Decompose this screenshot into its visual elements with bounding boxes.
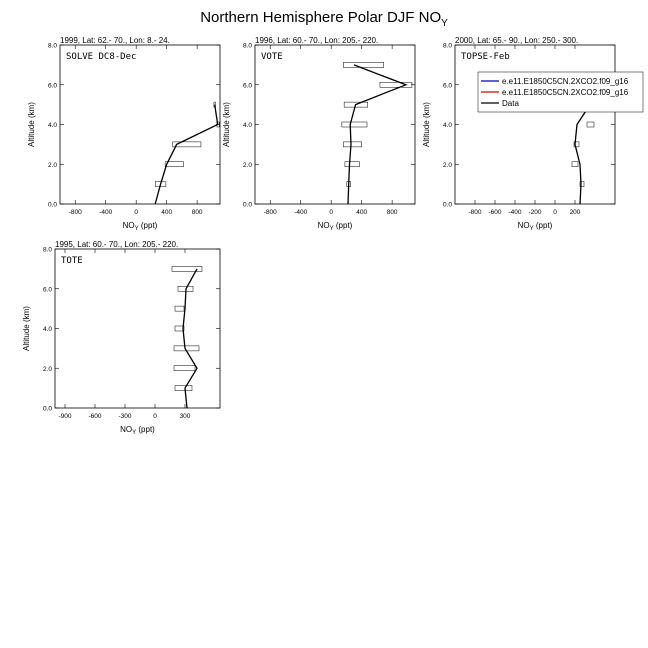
x-axis-label: NOY (ppt) <box>318 221 353 232</box>
x-tick-label: -600 <box>88 413 101 420</box>
plot-frame <box>59 44 221 205</box>
y-tick-label: 6.0 <box>48 82 57 89</box>
chart-panel-2: 2000, Lat: 65.- 90., Lon: 250.- 300. -800… <box>422 36 644 232</box>
panel-header: 1995, Lat: 60.- 70., Lon: 205.- 220. <box>55 240 178 249</box>
chart-panel-3: 1995, Lat: 60.- 70., Lon: 205.- 220. -900… <box>22 240 221 436</box>
plot-frame <box>254 44 416 205</box>
figure-title-subscript: Y <box>441 18 448 29</box>
chart-panel-1: 1996, Lat: 60.- 70., Lon: 205.- 220. -800… <box>222 36 416 232</box>
x-tick-label: -300 <box>118 413 131 420</box>
x-tick-label: 0 <box>329 209 333 216</box>
x-tick-label: -400 <box>99 209 112 216</box>
panel-label: TOPSE-Feb <box>461 52 510 62</box>
x-tick-label: -400 <box>508 209 521 216</box>
panel-label: SOLVE DC8-Dec <box>66 52 136 62</box>
panel-label: VOTE <box>261 52 283 62</box>
x-tick-label: 800 <box>192 209 203 216</box>
x-tick-label: 800 <box>387 209 398 216</box>
range-box <box>344 161 360 167</box>
legend-entry: e.e11.E1850C5CN.2XCO2.f09_g16 <box>502 77 629 86</box>
chart-panel-0: 1999, Lat: 62.- 70., Lon: 8.- 24. -800 -40… <box>27 36 221 232</box>
panel-header: 2000, Lat: 65.- 90., Lon: 250.- 300. <box>455 36 578 45</box>
y-axis-label: Altitude (km) <box>22 306 31 351</box>
y-axis-label: Altitude (km) <box>222 102 231 147</box>
x-tick-label: -800 <box>69 209 82 216</box>
range-box <box>579 181 585 187</box>
x-tick-label: 200 <box>570 209 581 216</box>
y-tick-label: 0.0 <box>48 202 57 209</box>
range-box <box>173 365 196 371</box>
y-tick-label: 8.0 <box>243 43 252 50</box>
range-box <box>174 305 185 312</box>
range-box <box>341 121 368 128</box>
panel-header: 1996, Lat: 60.- 70., Lon: 205.- 220. <box>255 36 378 45</box>
y-tick-label: 6.0 <box>243 82 252 89</box>
y-axis-label: Altitude (km) <box>422 102 431 147</box>
x-tick-label: 0 <box>553 209 557 216</box>
range-box <box>573 141 580 148</box>
data-line <box>154 104 219 205</box>
range-box <box>586 121 595 128</box>
data-line <box>347 64 408 205</box>
legend-entry: Data <box>502 99 519 108</box>
y-tick-label: 4.0 <box>48 122 57 129</box>
range-box <box>343 101 369 108</box>
panel-header: 1999, Lat: 62.- 70., Lon: 8.- 24. <box>60 36 170 45</box>
range-box <box>171 266 203 272</box>
y-tick-label: 4.0 <box>443 122 452 129</box>
y-tick-label: 2.0 <box>48 162 57 169</box>
y-tick-label: 0.0 <box>43 406 52 413</box>
y-tick-label: 2.0 <box>43 366 52 373</box>
x-tick-label: -800 <box>264 209 277 216</box>
y-tick-label: 2.0 <box>443 162 452 169</box>
legend-entry: e.e11.E1850C5CN.2XCO2.f09_g16 <box>502 88 629 97</box>
range-box <box>379 82 413 88</box>
x-tick-label: -800 <box>468 209 481 216</box>
plot-frame <box>454 44 616 205</box>
legend-box <box>477 71 644 113</box>
range-box <box>174 385 193 391</box>
x-tick-label: 0 <box>153 413 157 420</box>
x-tick-label: 300 <box>180 413 191 420</box>
figure-title-text: Northern Hemisphere Polar DJF NO <box>200 9 442 26</box>
y-tick-label: 6.0 <box>43 286 52 293</box>
range-box <box>172 141 202 148</box>
y-tick-label: 8.0 <box>443 43 452 50</box>
y-tick-label: 4.0 <box>243 122 252 129</box>
legend: e.e11.E1850C5CN.2XCO2.f09_g16 e.e11.E1850… <box>477 71 644 113</box>
data-line <box>182 268 198 409</box>
x-tick-label: 0 <box>134 209 138 216</box>
figure-title: Northern Hemisphere Polar DJF NOY <box>0 9 648 29</box>
range-box <box>571 161 579 167</box>
x-axis-label: NOY (ppt) <box>120 425 155 436</box>
y-tick-label: 2.0 <box>243 162 252 169</box>
x-axis-label: NOY (ppt) <box>518 221 553 232</box>
y-tick-label: 6.0 <box>443 82 452 89</box>
y-tick-label: 0.0 <box>443 202 452 209</box>
y-tick-label: 0.0 <box>243 202 252 209</box>
y-tick-label: 8.0 <box>48 43 57 50</box>
x-tick-label: -200 <box>528 209 541 216</box>
y-tick-label: 8.0 <box>43 247 52 254</box>
x-tick-label: 400 <box>161 209 172 216</box>
y-tick-label: 4.0 <box>43 326 52 333</box>
range-box <box>343 62 385 68</box>
x-tick-label: -400 <box>294 209 307 216</box>
x-tick-label: -900 <box>58 413 71 420</box>
range-box <box>164 161 184 167</box>
x-axis-label: NOY (ppt) <box>123 221 158 232</box>
panel-label: TOTE <box>61 256 83 266</box>
y-axis-label: Altitude (km) <box>27 102 36 147</box>
range-box <box>174 325 185 332</box>
x-tick-label: 400 <box>356 209 367 216</box>
range-box <box>343 141 362 148</box>
x-tick-label: -600 <box>488 209 501 216</box>
